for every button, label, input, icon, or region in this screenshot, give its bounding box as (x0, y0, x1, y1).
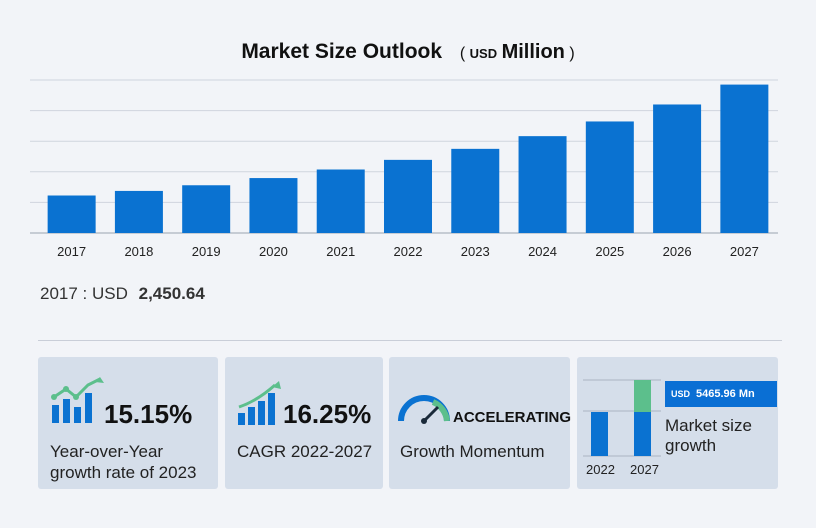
x-tick-2026: 2026 (663, 244, 692, 259)
mini-bar-2027-base (634, 412, 651, 456)
market-size-badge: USD 5465.96 Mn (665, 381, 777, 407)
chart-title-main: Market Size Outlook (241, 40, 443, 63)
bar-2026 (653, 104, 702, 233)
growth-chart-icon (51, 377, 104, 423)
yoy-label-line1: Year-over-Year (50, 442, 164, 461)
badge-value: 5465.96 Mn (696, 388, 755, 400)
yoy-label-line2: growth rate of 2023 (50, 463, 197, 482)
mini-year-2022: 2022 (586, 462, 615, 477)
unit-currency: USD (469, 46, 498, 61)
bar-2025 (585, 121, 634, 233)
market-size-card: 2022 2027 Market size growth (577, 357, 778, 489)
chart-title: Market Size Outlook ( USD Million ) (0, 40, 816, 64)
mini-year-2027: 2027 (630, 462, 659, 477)
badge-currency: USD (671, 389, 691, 399)
bar-2020 (249, 178, 298, 233)
chart-title-unit: ( USD Million ) (459, 41, 575, 63)
mini-bar-chart (583, 379, 661, 457)
bar-2027 (720, 84, 769, 233)
x-tick-2021: 2021 (326, 244, 355, 259)
x-tick-2022: 2022 (394, 244, 423, 259)
paren-open: ( (459, 45, 466, 62)
x-tick-2020: 2020 (259, 244, 288, 259)
x-tick-2023: 2023 (461, 244, 490, 259)
yoy-value: 15.15% (104, 399, 193, 429)
yoy-card: 15.15% Year-over-Year growth rate of 202… (38, 357, 218, 489)
market-size-label-line2: growth (665, 436, 717, 455)
momentum-label: Growth Momentum (400, 442, 545, 461)
bar-2018 (114, 190, 163, 233)
x-tick-2019: 2019 (192, 244, 221, 259)
base-year-number: 2,450.64 (138, 284, 205, 303)
bar-2019 (182, 185, 231, 233)
x-tick-2025: 2025 (595, 244, 624, 259)
x-tick-2017: 2017 (57, 244, 86, 259)
cagr-chart-icon (238, 381, 281, 425)
mini-bar-2022 (591, 412, 608, 456)
x-tick-2024: 2024 (528, 244, 557, 259)
momentum-card: ACCELERATING Growth Momentum (389, 357, 572, 489)
bar-2017 (47, 195, 96, 233)
unit-scale: Million (501, 41, 565, 63)
speedometer-icon (398, 395, 450, 424)
bars (47, 84, 769, 233)
base-year-label: 2017 : USD (40, 284, 128, 303)
bar-chart: 2017 2018 2019 2020 2021 2022 2023 2024 2025 2026… (30, 79, 778, 259)
section-divider (38, 340, 782, 341)
market-size-label-line1: Market size (665, 416, 752, 435)
cagr-label: CAGR 2022-2027 (237, 442, 373, 461)
x-tick-labels: 2017 2018 2019 2020 2021 2022 2023 2024 2025 2026… (57, 244, 759, 259)
momentum-value: ACCELERATING (453, 409, 572, 426)
bar-2021 (316, 169, 365, 233)
bar-2022 (384, 159, 432, 233)
cagr-value: 16.25% (283, 399, 372, 429)
cagr-card: 16.25% CAGR 2022-2027 (225, 357, 383, 489)
mini-bar-2027-growth (634, 380, 651, 412)
paren-close: ) (569, 45, 575, 62)
base-year-value: 2017 : USD 2,450.64 (40, 284, 205, 304)
x-tick-2018: 2018 (124, 244, 153, 259)
x-tick-2027: 2027 (730, 244, 759, 259)
bar-2023 (451, 148, 500, 233)
bar-2024 (518, 136, 567, 233)
